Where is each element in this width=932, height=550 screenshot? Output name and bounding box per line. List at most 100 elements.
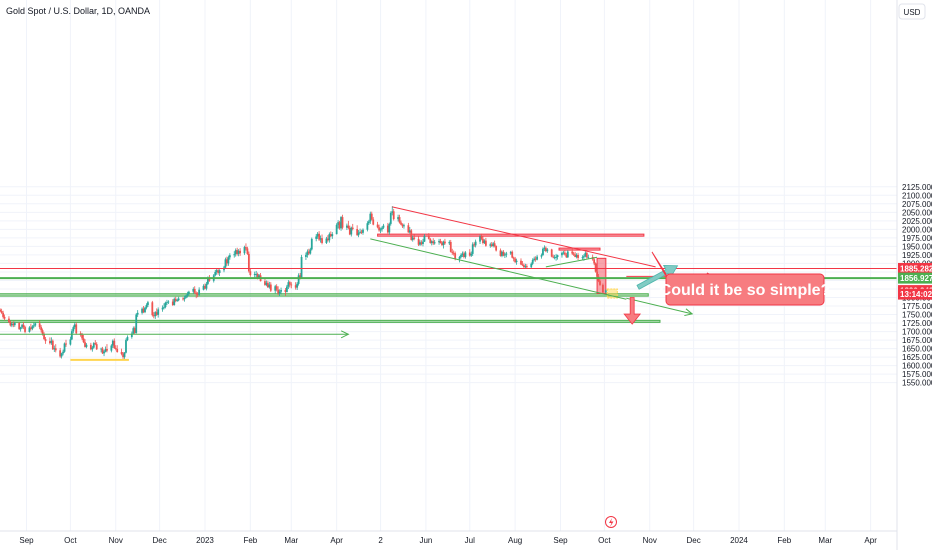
y-tick-label: 2075.000 (902, 200, 932, 209)
candle (13, 321, 16, 327)
candle-body (249, 271, 252, 276)
candle (386, 222, 389, 234)
candle (367, 219, 370, 225)
x-tick-label: Apr (330, 536, 343, 545)
candle (104, 346, 107, 353)
candle-body (51, 340, 54, 350)
candle-body (81, 334, 83, 339)
candle (204, 283, 206, 290)
candle-body (479, 236, 481, 242)
candle-body (398, 217, 401, 223)
candle-body (226, 259, 228, 264)
x-tick-label: Aug (508, 536, 522, 545)
y-tick-label: 2125.000 (902, 183, 932, 192)
candle (142, 306, 145, 314)
candle-body (205, 283, 208, 289)
candle (237, 249, 240, 257)
candle-body (299, 275, 301, 278)
candle (389, 211, 392, 226)
candle (321, 234, 323, 245)
candle-body (325, 238, 328, 243)
candle (278, 289, 281, 297)
candle-body (195, 292, 198, 295)
lightning-icon[interactable] (605, 516, 617, 528)
candle (552, 254, 555, 259)
candle-body (227, 257, 230, 264)
candle-body (92, 343, 95, 348)
candle-body (411, 237, 414, 240)
candle (369, 211, 372, 224)
candle (28, 326, 31, 333)
y-tick-label: 1925.000 (902, 251, 932, 260)
candle-body (410, 230, 413, 240)
candle-body (441, 242, 443, 246)
candle (512, 256, 515, 262)
candle-body (13, 323, 16, 326)
candle-body (553, 257, 556, 259)
candle (337, 220, 340, 229)
candle (525, 264, 528, 269)
candle-body (152, 315, 155, 317)
candle-body (147, 302, 149, 305)
candle-body (382, 225, 385, 228)
candle (461, 251, 464, 257)
candle-body (543, 247, 546, 249)
candle-body (133, 328, 136, 333)
x-tick-label: Mar (284, 536, 298, 545)
candle (463, 251, 465, 259)
candle-body (577, 254, 579, 258)
candle-body (347, 225, 350, 228)
candle-body (233, 254, 236, 256)
candle-body (525, 266, 528, 268)
candle-body (49, 341, 51, 344)
candle-body (173, 298, 176, 305)
candle (331, 232, 334, 239)
candle-body (562, 252, 565, 254)
y-tick-label: 1625.000 (902, 353, 932, 362)
candle-body (126, 337, 129, 341)
candle (319, 235, 322, 243)
candle-body (207, 278, 209, 284)
candle (290, 282, 293, 289)
y-tick-label: 1975.000 (902, 234, 932, 243)
candle-body (448, 241, 451, 244)
candle-body (594, 263, 597, 272)
callout-box[interactable]: Could it be so simple? (651, 251, 830, 306)
candle-body (62, 351, 64, 354)
candle-body (0, 311, 3, 313)
candle (60, 352, 63, 359)
candle (318, 231, 320, 241)
candle-body (265, 282, 268, 285)
candle (233, 251, 236, 258)
candle-body (555, 256, 558, 258)
candle-body (183, 297, 186, 300)
candle (408, 226, 411, 234)
candle (31, 325, 34, 331)
candle (264, 278, 266, 286)
candle (372, 217, 375, 226)
currency-button[interactable] (898, 3, 926, 20)
candle-body (511, 251, 514, 258)
candle (186, 291, 189, 298)
candle-body (243, 247, 246, 254)
candle-body (12, 323, 15, 326)
candle (602, 283, 604, 294)
candle-body (542, 248, 544, 256)
candle (340, 216, 342, 231)
candle (307, 248, 310, 256)
candle-body (72, 327, 75, 332)
price-tag-bg (898, 288, 932, 300)
candle (226, 256, 228, 266)
candle (585, 251, 588, 259)
candle (577, 252, 579, 261)
candle-body (420, 242, 423, 245)
candle-body (369, 213, 372, 222)
candle (224, 257, 227, 269)
candle (51, 339, 54, 350)
candle (161, 305, 164, 312)
candle (309, 247, 312, 255)
candle-body (599, 281, 601, 285)
candle (471, 242, 474, 256)
callout-pointer (651, 251, 667, 278)
